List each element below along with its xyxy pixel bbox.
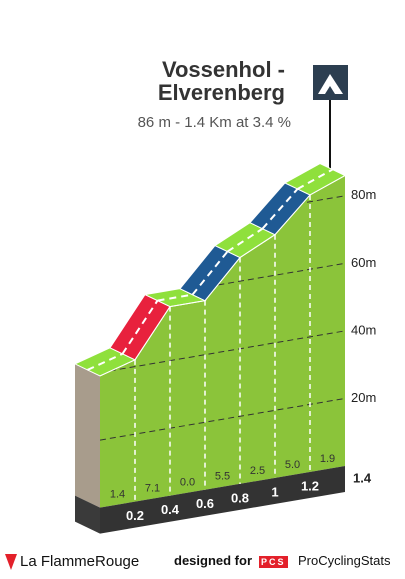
- gradient-label: 5.5: [215, 471, 230, 483]
- x-tick-label: 0.6: [196, 496, 214, 511]
- gradient-label: 1.9: [320, 453, 335, 465]
- gradient-label: 5.0: [285, 459, 300, 471]
- chart: 20m 40m 60m 80m 1.4 7.1 0.0 5.5 2.5 5.0 1.9 0.2 0.4 0…: [73, 65, 376, 534]
- road-centerline: [261, 188, 299, 230]
- road-centerline: [226, 227, 264, 253]
- profile-line: [99, 175, 346, 377]
- y-tick-label: 40m: [351, 322, 376, 337]
- road-centerline: [191, 250, 229, 296]
- grid-line: [100, 397, 345, 441]
- grid-line: [100, 330, 345, 374]
- road-centerline: [157, 293, 193, 302]
- x-tick-label: 0.4: [161, 502, 180, 517]
- site-name: ProCyclingStats: [298, 553, 391, 568]
- gradient-label: 0.0: [180, 477, 195, 489]
- pcs-logo: PCS: [259, 556, 288, 568]
- brand-logo: [5, 554, 17, 570]
- chart-title: Vossenhol - Elverenberg: [157, 57, 285, 105]
- designed-for: designed for: [174, 553, 253, 568]
- brand: La FlammeRouge: [20, 553, 140, 570]
- summit-icon-mountain: [318, 74, 343, 94]
- y-tick-label: 80m: [351, 187, 376, 202]
- gradient-label: 2.5: [250, 465, 265, 477]
- gradient-label: 7.1: [145, 483, 160, 495]
- gradient-label: 1.4: [110, 489, 125, 501]
- road-centerline: [297, 168, 333, 190]
- base-band: [100, 466, 345, 534]
- chart-subtitle: 86 m - 1.4 Km at 3.4 %: [137, 114, 291, 131]
- y-tick-label: 20m: [351, 390, 376, 405]
- y-tick-label: 60m: [351, 255, 376, 270]
- front-face: [100, 175, 345, 508]
- road-centerline: [87, 352, 123, 371]
- x-tick-label: 1: [271, 484, 278, 499]
- road-centerline: [121, 300, 159, 355]
- x-tick-label: 1.4: [353, 470, 372, 485]
- summit-icon-shade: [325, 86, 335, 94]
- side-wall: [75, 363, 100, 508]
- base-side: [75, 495, 100, 534]
- x-tick-label: 1.2: [301, 478, 319, 493]
- x-tick-label: 0.2: [126, 508, 144, 523]
- x-tick-label: 0.8: [231, 490, 249, 505]
